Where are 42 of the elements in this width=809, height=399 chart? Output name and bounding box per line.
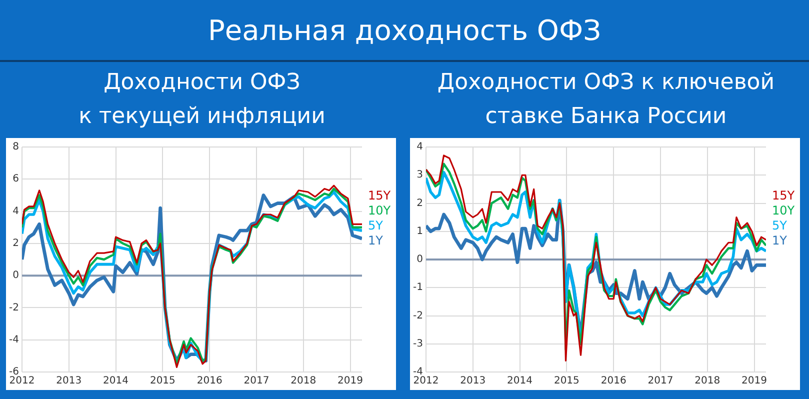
y-tick-label: -2 bbox=[8, 302, 19, 314]
x-tick-label: 2017 bbox=[244, 376, 270, 387]
x-tick-label: 2018 bbox=[694, 376, 720, 387]
x-tick-label: 2019 bbox=[338, 376, 363, 387]
y-tick-label: 3 bbox=[416, 170, 423, 181]
series-label: 1Y bbox=[772, 234, 788, 248]
chart-subtitle: Доходности ОФЗ к текущей инфляции bbox=[78, 69, 326, 131]
y-tick-label: 8 bbox=[12, 142, 19, 153]
y-tick-label: -1 bbox=[412, 282, 423, 294]
x-tick-label: 2012 bbox=[413, 376, 439, 387]
x-tick-label: 2018 bbox=[290, 376, 316, 387]
y-tick-label: -4 bbox=[8, 334, 19, 346]
x-tick-label: 2016 bbox=[600, 376, 626, 387]
chart-title: Реальная доходность ОФЗ bbox=[0, 0, 809, 62]
y-tick-label: 0 bbox=[416, 254, 423, 266]
y-tick-label: 0 bbox=[12, 270, 19, 282]
x-tick-label: 2017 bbox=[648, 376, 674, 387]
x-tick-label: 2014 bbox=[507, 376, 532, 387]
series-label: 15Y bbox=[368, 188, 392, 203]
x-tick-label: 2012 bbox=[9, 376, 35, 387]
series-label: 10Y bbox=[368, 204, 392, 218]
y-tick-label: 4 bbox=[12, 206, 19, 217]
x-tick-label: 2019 bbox=[742, 376, 767, 387]
y-tick-label: 2 bbox=[12, 238, 19, 250]
y-tick-label: -3 bbox=[412, 338, 423, 350]
series-label: 5Y bbox=[772, 218, 788, 233]
chart-subtitle: Доходности ОФЗ к ключевой ставке Банка России bbox=[436, 69, 776, 131]
x-tick-label: 2016 bbox=[196, 376, 222, 387]
series-label: 5Y bbox=[368, 218, 384, 233]
x-tick-label: 2015 bbox=[150, 376, 176, 387]
text: 15Y bbox=[772, 188, 796, 203]
y-tick-label: 6 bbox=[12, 174, 19, 185]
y-tick-label: 2 bbox=[416, 198, 423, 209]
text: 10Y bbox=[772, 204, 796, 218]
x-tick-label: 2013 bbox=[56, 376, 82, 387]
y-tick-label: -2 bbox=[412, 310, 423, 322]
series-label: 1Y bbox=[368, 234, 384, 248]
x-tick-label: 2015 bbox=[554, 376, 580, 387]
x-tick-label: 2014 bbox=[103, 376, 128, 387]
y-tick-label: 1 bbox=[416, 226, 423, 237]
x-tick-label: 2013 bbox=[460, 376, 486, 387]
y-tick-label: 4 bbox=[416, 142, 423, 153]
